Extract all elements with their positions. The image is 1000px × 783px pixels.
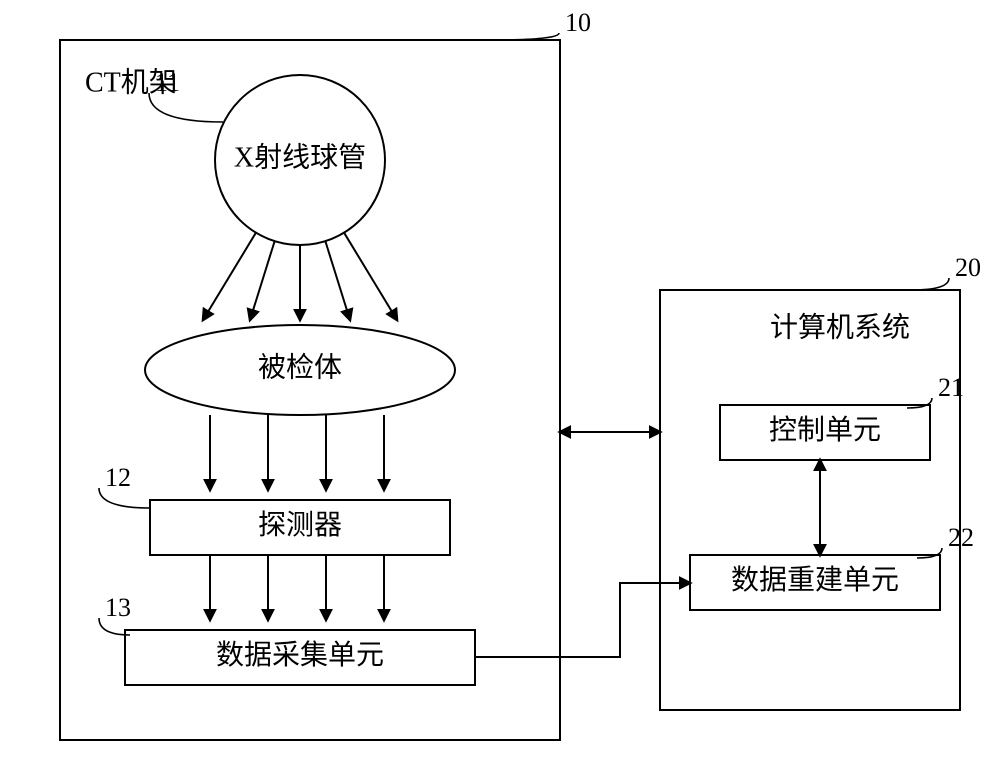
xray-arrow <box>325 241 350 320</box>
callout-number: 10 <box>565 8 591 37</box>
daq-recon-link <box>475 583 690 657</box>
xray-tube-label: X射线球管 <box>234 141 366 173</box>
xray-arrow <box>203 233 256 320</box>
control-unit-label: 控制单元 <box>769 414 881 446</box>
computer-frame-title: 计算机系统 <box>770 311 910 343</box>
callout-leader <box>917 548 942 558</box>
callout-number: 22 <box>948 523 974 552</box>
recon-unit-label: 数据重建单元 <box>731 564 899 596</box>
callout-number: 20 <box>955 253 981 282</box>
subject-label: 被检体 <box>258 351 342 383</box>
callout-number: 12 <box>105 463 131 492</box>
callout-leader <box>907 398 932 408</box>
computer-frame <box>660 290 960 710</box>
callout-number: 11 <box>155 68 180 97</box>
callout-leader <box>490 33 559 40</box>
detector-label: 探测器 <box>258 509 342 541</box>
callout-leader <box>912 278 949 290</box>
callout-number: 21 <box>938 373 964 402</box>
daq-label: 数据采集单元 <box>216 639 384 671</box>
xray-arrow <box>344 233 397 320</box>
xray-arrow <box>250 241 275 320</box>
callout-number: 13 <box>105 593 131 622</box>
